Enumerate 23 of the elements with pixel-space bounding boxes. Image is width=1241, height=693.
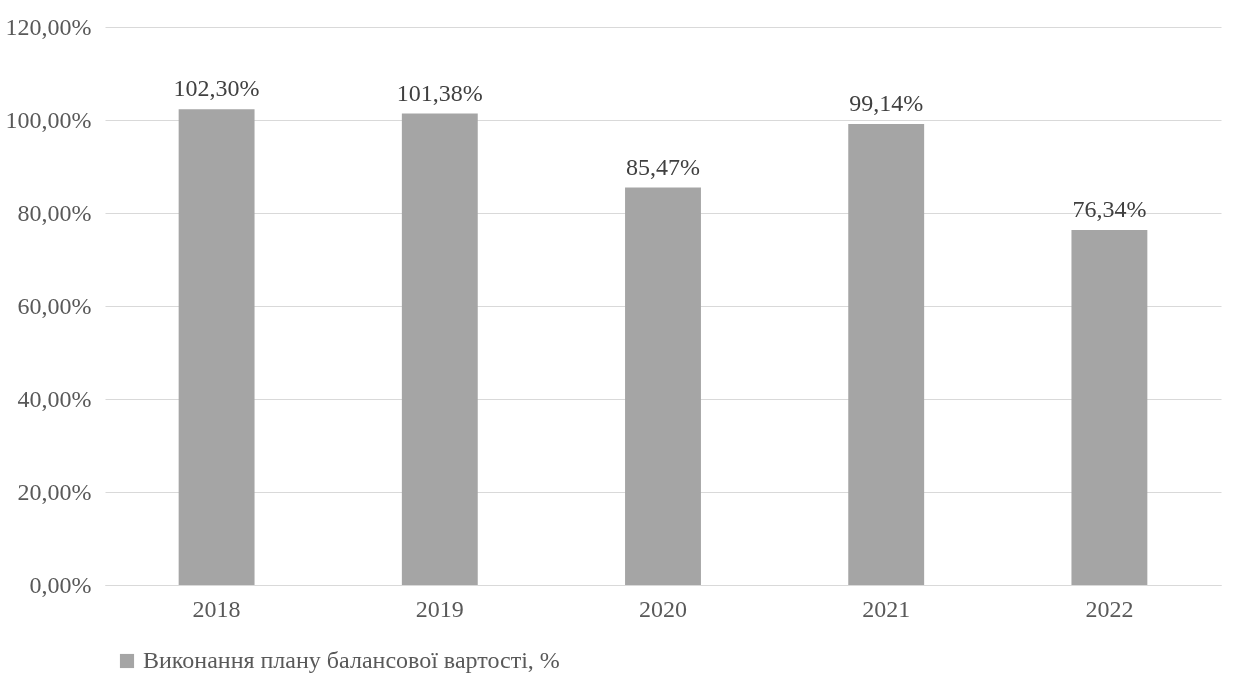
bar	[1071, 230, 1148, 585]
x-tick-label: 2021	[862, 595, 911, 622]
bar	[178, 109, 255, 585]
bar	[625, 187, 701, 585]
x-tick-label: 2022	[1085, 595, 1134, 622]
data-label: 76,34%	[1072, 196, 1147, 223]
y-tick-label: 60,00%	[17, 292, 92, 319]
y-tick-label: 40,00%	[17, 385, 92, 412]
x-tick-label: 2018	[192, 595, 241, 622]
bar	[401, 113, 478, 585]
legend-label: Виконання плану балансової вартості, %	[143, 647, 560, 673]
data-label: 102,30%	[173, 75, 260, 102]
x-tick-label: 2020	[639, 595, 687, 622]
y-tick-label: 120,00%	[5, 13, 92, 40]
data-label: 85,47%	[626, 153, 700, 180]
y-tick-label: 0,00%	[29, 571, 92, 598]
bar	[848, 124, 925, 585]
y-tick-label: 80,00%	[17, 199, 92, 226]
data-label: 99,14%	[849, 90, 924, 116]
y-tick-label: 100,00%	[5, 106, 92, 133]
y-tick-label: 20,00%	[17, 478, 92, 505]
data-label: 101,38%	[396, 79, 483, 106]
x-tick-label: 2019	[415, 595, 464, 622]
